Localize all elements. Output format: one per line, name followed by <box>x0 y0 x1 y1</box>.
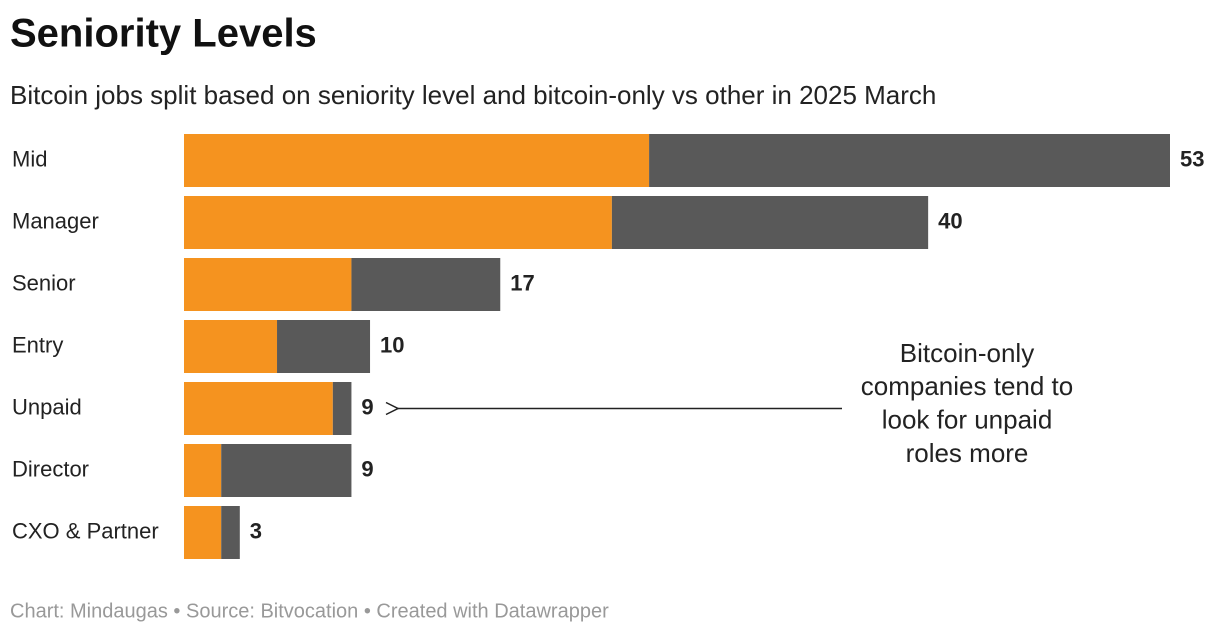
category-label: Entry <box>12 332 63 357</box>
chart-subtitle: Bitcoin jobs split based on seniority le… <box>10 80 936 110</box>
bar-segment <box>184 320 278 373</box>
annotation-text: Bitcoin-only <box>900 338 1034 368</box>
bar-segment <box>184 382 333 435</box>
category-label: Manager <box>12 208 99 233</box>
total-label: 3 <box>250 518 262 543</box>
total-label: 17 <box>510 270 534 295</box>
bar-segment <box>649 134 1170 187</box>
total-label: 40 <box>938 208 962 233</box>
bar-segment <box>184 196 612 249</box>
bar-segment <box>351 258 501 311</box>
bar-segment <box>184 444 222 497</box>
annotation-text: companies tend to <box>861 371 1073 401</box>
bar-segment <box>277 320 371 373</box>
annotation-text: roles more <box>906 438 1029 468</box>
category-label: Senior <box>12 270 76 295</box>
bar-segment <box>184 134 650 187</box>
category-label: CXO & Partner <box>12 518 159 543</box>
total-label: 10 <box>380 332 404 357</box>
category-label: Director <box>12 456 89 481</box>
bar-segment <box>184 506 222 559</box>
total-label: 53 <box>1180 146 1204 171</box>
category-label: Mid <box>12 146 47 171</box>
annotation-text: look for unpaid <box>882 404 1053 434</box>
bar-segment <box>611 196 929 249</box>
category-label: Unpaid <box>12 394 82 419</box>
chart-title: Seniority Levels <box>10 12 317 56</box>
footer: Chart: Mindaugas • Source: Bitvocation •… <box>10 600 609 622</box>
bar-segment <box>184 258 352 311</box>
bar-segment <box>221 506 240 559</box>
bar-segment <box>221 444 352 497</box>
total-label: 9 <box>361 394 373 419</box>
total-label: 9 <box>361 456 373 481</box>
bar-segment <box>332 382 352 435</box>
